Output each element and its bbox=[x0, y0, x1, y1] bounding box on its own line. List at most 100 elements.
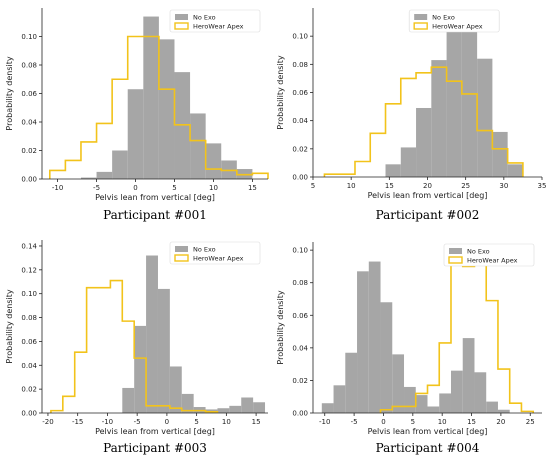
x-tick-label-3-4: -5 bbox=[134, 418, 141, 426]
chart-3: -20 -15 -10 -5 0 5 10 15 0.00 0.02 0.04 0.06 0.08 0.1… bbox=[5, 240, 268, 455]
legend-label-4-2: HeroWear Apex bbox=[467, 257, 518, 265]
bar-2-1-4 bbox=[431, 60, 447, 177]
legend-2 bbox=[408, 9, 500, 33]
x-tick-label-3-6: 5 bbox=[194, 418, 198, 426]
bar-2-1-6 bbox=[461, 26, 478, 177]
bar-4-1-11 bbox=[439, 393, 451, 413]
x-tick-label-2-1: 5 bbox=[311, 182, 315, 190]
bar-4-1-10 bbox=[427, 406, 440, 413]
legend-3 bbox=[169, 241, 261, 265]
y-tick-label-4-3: 0.04 bbox=[292, 344, 308, 352]
bar-3-1-4 bbox=[157, 288, 170, 413]
y-tick-label-3-1: 0.00 bbox=[21, 410, 37, 418]
y-tick-label-4-6: 0.10 bbox=[292, 247, 308, 255]
bar-1-1-1 bbox=[80, 177, 97, 179]
bar-2-1-7 bbox=[477, 58, 493, 178]
y-tick-label-3-4: 0.06 bbox=[21, 338, 37, 346]
bar-4-1-14 bbox=[474, 372, 487, 413]
y-tick-label-3-5: 0.08 bbox=[21, 314, 37, 322]
bar-4-1-9 bbox=[415, 395, 428, 413]
x-axis-label-4: Pelvis lean from vertical [deg] bbox=[368, 427, 488, 436]
x-tick-label-1-2: -5 bbox=[93, 184, 100, 192]
bar-3-1-11 bbox=[241, 397, 254, 413]
y-tick-label-2-6: 0.10 bbox=[292, 33, 308, 41]
x-tick-label-2-6: 30 bbox=[499, 182, 508, 190]
x-tick-label-2-2: 10 bbox=[347, 182, 356, 190]
bar-1-1-9 bbox=[205, 143, 222, 179]
caption-2: Participant #002 bbox=[376, 208, 480, 222]
legend-swatch-1-2 bbox=[174, 22, 189, 30]
x-tick-label-2-4: 20 bbox=[423, 182, 432, 190]
bar-4-1-7 bbox=[392, 354, 405, 413]
bar-4-1-5 bbox=[368, 261, 381, 413]
x-tick-label-1-3: 0 bbox=[133, 184, 137, 192]
bar-2-1-1 bbox=[385, 164, 401, 177]
y-tick-label-1-2: 0.02 bbox=[21, 147, 37, 155]
y-tick-label-1-4: 0.06 bbox=[21, 90, 37, 98]
x-tick-label-4-6: 15 bbox=[467, 418, 476, 426]
x-tick-label-3-2: -15 bbox=[72, 418, 83, 426]
y-tick-label-4-4: 0.06 bbox=[292, 312, 308, 320]
x-tick-label-4-4: 5 bbox=[411, 418, 415, 426]
y-axis-label-4: Probability density bbox=[276, 290, 285, 364]
y-tick-label-2-2: 0.02 bbox=[292, 145, 308, 153]
x-axis-label-2: Pelvis lean from vertical [deg] bbox=[368, 191, 488, 200]
legend-label-4-1: No Exo bbox=[467, 248, 490, 256]
y-tick-label-2-3: 0.04 bbox=[292, 117, 308, 125]
x-axis-label-1: Pelvis lean from vertical [deg] bbox=[95, 193, 215, 202]
bar-4-1-16 bbox=[497, 409, 510, 413]
x-tick-label-3-8: 15 bbox=[252, 418, 261, 426]
chart-1: -10 -5 0 5 10 15 0.00 0.02 0.04 0.06 0.08 0.10 Pelvi… bbox=[5, 8, 269, 222]
step-line-2-2 bbox=[323, 66, 524, 177]
bar-4-1-3 bbox=[345, 352, 358, 413]
y-tick-label-1-6: 0.10 bbox=[21, 33, 37, 41]
x-tick-label-3-1: -20 bbox=[42, 418, 53, 426]
x-tick-label-1-5: 10 bbox=[209, 184, 218, 192]
x-tick-label-1-1: -10 bbox=[52, 184, 63, 192]
bar-3-1-3 bbox=[146, 255, 158, 413]
y-tick-label-3-7: 0.12 bbox=[21, 266, 37, 274]
y-tick-label-2-1: 0.00 bbox=[292, 174, 308, 182]
legend-swatch-2-1 bbox=[414, 14, 428, 20]
y-axis-label-2: Probability density bbox=[276, 55, 285, 129]
y-tick-label-3-3: 0.04 bbox=[21, 362, 37, 370]
caption-4: Participant #004 bbox=[376, 441, 480, 455]
x-tick-label-1-4: 5 bbox=[172, 184, 176, 192]
x-tick-label-4-7: 20 bbox=[496, 418, 505, 426]
legend-label-1-1: No Exo bbox=[193, 14, 216, 22]
caption-3: Participant #003 bbox=[103, 441, 207, 455]
y-tick-label-4-5: 0.08 bbox=[292, 279, 308, 287]
legend-swatch-1-1 bbox=[175, 14, 188, 20]
bar-3-1-6 bbox=[181, 393, 194, 413]
bar-4-1-8 bbox=[404, 386, 416, 413]
caption-1: Participant #001 bbox=[103, 208, 207, 222]
bar-1-1-6 bbox=[158, 39, 175, 179]
step-line-1-2 bbox=[48, 35, 269, 179]
x-tick-label-3-7: 10 bbox=[222, 418, 231, 426]
y-tick-label-3-2: 0.02 bbox=[21, 386, 37, 394]
legend-swatch-3-1 bbox=[175, 246, 188, 252]
y-tick-label-2-5: 0.08 bbox=[292, 61, 308, 69]
legend-label-3-1: No Exo bbox=[193, 246, 216, 254]
y-axis-label-3: Probability density bbox=[5, 289, 14, 363]
x-tick-label-2-5: 25 bbox=[461, 182, 470, 190]
bar-4-1-6 bbox=[380, 302, 393, 413]
legend-label-2-1: No Exo bbox=[432, 14, 455, 22]
chart-4: -10 -5 0 5 10 15 20 25 0.00 0.02 0.04 0.06 0.08 0.10 P… bbox=[276, 242, 542, 455]
bar-3-1-10 bbox=[229, 405, 242, 413]
legend-label-3-2: HeroWear Apex bbox=[193, 255, 244, 263]
y-tick-label-3-6: 0.10 bbox=[21, 290, 37, 298]
x-tick-label-1-6: 15 bbox=[248, 184, 257, 192]
bar-2-1-8 bbox=[492, 131, 508, 177]
bar-3-1-9 bbox=[217, 408, 230, 413]
bar-1-1-4 bbox=[127, 89, 144, 179]
bar-2-1-5 bbox=[446, 19, 462, 178]
bar-1-1-5 bbox=[143, 16, 159, 179]
x-axis-label-3: Pelvis lean from vertical [deg] bbox=[95, 427, 215, 436]
bar-2-1-9 bbox=[507, 164, 523, 177]
bar-3-1-2 bbox=[134, 325, 147, 413]
legend-4 bbox=[443, 243, 535, 267]
legend-swatch-3-2 bbox=[174, 254, 189, 262]
y-tick-label-1-5: 0.08 bbox=[21, 62, 37, 70]
